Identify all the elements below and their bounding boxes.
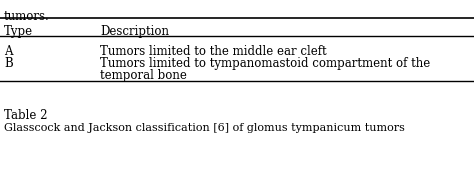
Text: Description: Description	[100, 25, 169, 38]
Text: B: B	[4, 57, 13, 70]
Text: temporal bone: temporal bone	[100, 69, 187, 82]
Text: Type: Type	[4, 25, 33, 38]
Text: tumors.: tumors.	[4, 10, 50, 23]
Text: Tumors limited to tympanomastoid compartment of the: Tumors limited to tympanomastoid compart…	[100, 57, 430, 70]
Text: Tumors limited to the middle ear cleft: Tumors limited to the middle ear cleft	[100, 45, 327, 58]
Text: Glasscock and Jackson classification [6] of glomus tympanicum tumors: Glasscock and Jackson classification [6]…	[4, 123, 405, 133]
Text: A: A	[4, 45, 12, 58]
Text: Table 2: Table 2	[4, 109, 47, 122]
